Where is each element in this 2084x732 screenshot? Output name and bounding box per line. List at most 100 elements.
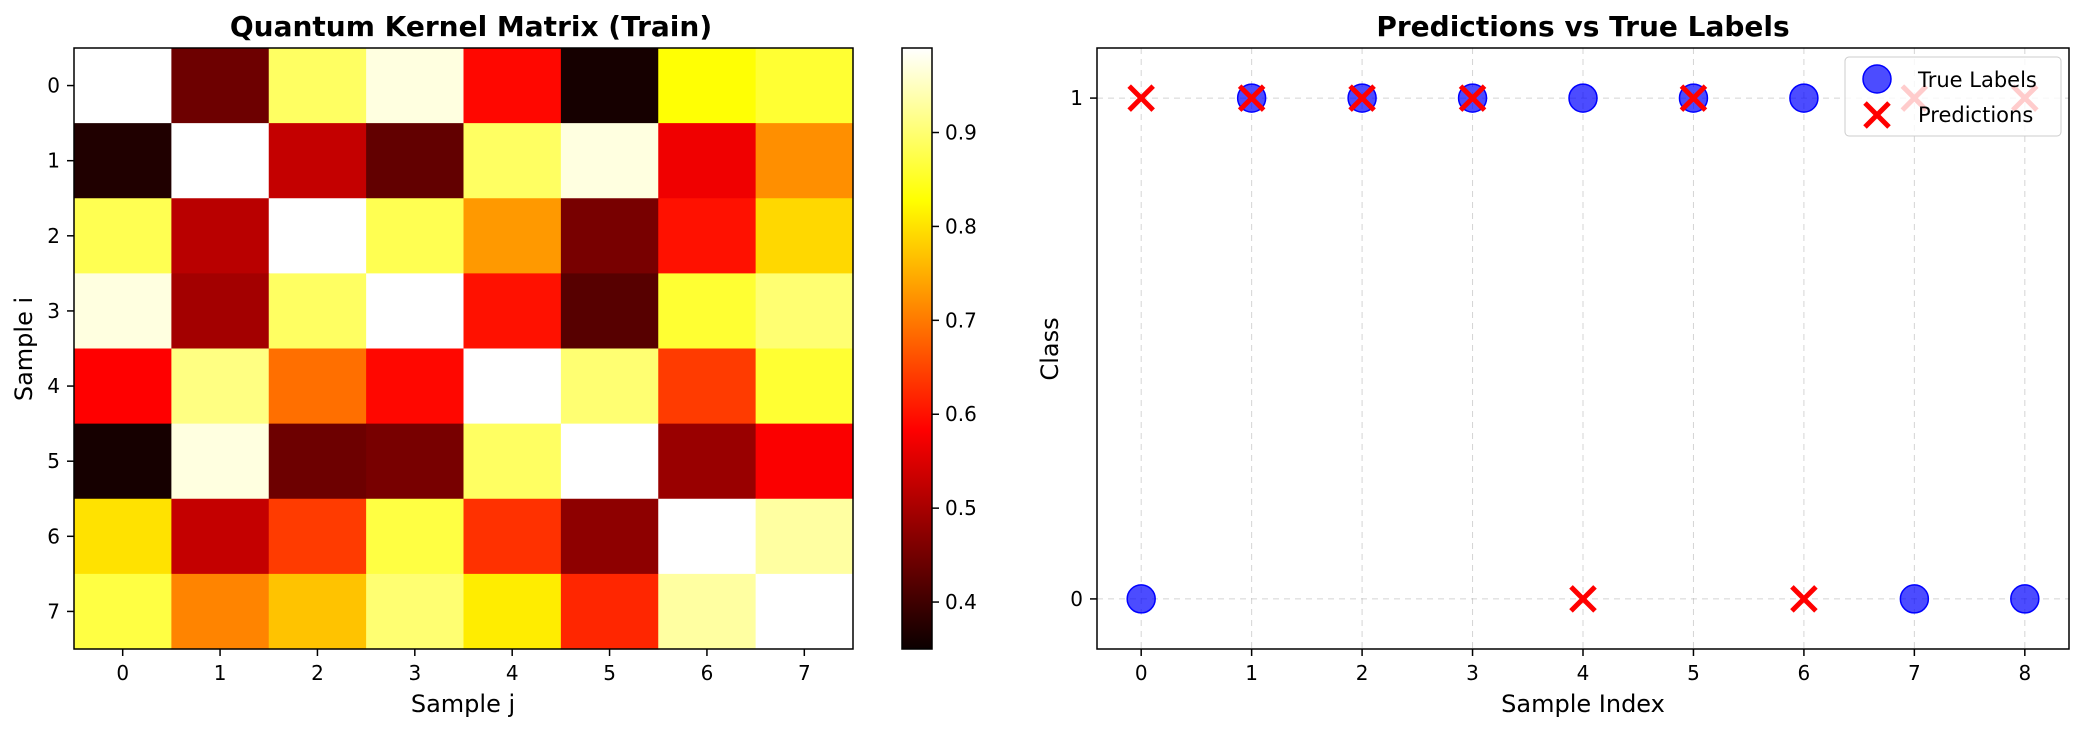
heatmap-cell-3-7: [755, 273, 854, 350]
heatmap-cell-2-1: [171, 198, 270, 274]
true-label-point: [1126, 584, 1156, 614]
heatmap-cell-6-7: [755, 498, 854, 575]
heatmap-cell-5-5: [560, 423, 659, 500]
heatmap-cell-7-7: [755, 573, 854, 650]
heatmap-cell-0-0: [74, 48, 172, 124]
heatmap-x-ticks: 0 1 2 3 4 5 6 7: [116, 649, 811, 685]
heatmap-cell-6-0: [74, 498, 172, 575]
heatmap-y-tick-label: 5: [47, 449, 60, 473]
scatter-legend: True Labels Predictions: [1844, 56, 2062, 137]
heatmap-y-tick-label: 1: [47, 149, 60, 173]
heatmap-cell-4-2: [268, 348, 367, 425]
heatmap-cell-7-6: [658, 573, 757, 650]
heatmap-cell-6-1: [171, 498, 270, 575]
heatmap-cell-7-3: [366, 573, 465, 650]
heatmap-cell-2-6: [658, 198, 757, 274]
colorbar-tick-label: 0.6: [945, 402, 977, 426]
prediction-point: [1127, 84, 1155, 112]
legend-true-label: True Labels: [1917, 68, 2037, 92]
heatmap-cell-5-1: [171, 423, 270, 500]
heatmap-cell-5-2: [268, 423, 367, 500]
scatter-x-tick-label: 1: [1245, 661, 1258, 685]
scatter-x-label: Sample Index: [1501, 690, 1665, 718]
heatmap-cell-0-5: [560, 48, 659, 124]
heatmap-cell-1-3: [366, 123, 465, 199]
colorbar-tick-label: 0.5: [945, 496, 977, 520]
legend-box: [1844, 56, 2062, 137]
heatmap-cell-4-0: [74, 348, 172, 425]
scatter-x-tick-label: 0: [1135, 661, 1148, 685]
heatmap-y-label: Sample i: [10, 297, 38, 401]
heatmap-x-tick-label: 2: [311, 661, 324, 685]
heatmap-cell-0-3: [366, 48, 465, 124]
colorbar-tick-label: 0.9: [945, 121, 977, 145]
heatmap-cell-1-4: [463, 123, 562, 199]
heatmap-y-tick-label: 3: [47, 299, 60, 323]
heatmap-y-tick-label: 7: [47, 599, 60, 623]
heatmap-cell-0-7: [755, 48, 854, 124]
heatmap-cell-0-4: [463, 48, 562, 124]
heatmap-cell-7-4: [463, 573, 562, 650]
legend-prediction-label: Predictions: [1918, 103, 2033, 127]
heatmap-cell-5-6: [658, 423, 757, 500]
heatmap-cell-4-6: [658, 348, 757, 425]
heatmap-cell-5-4: [463, 423, 562, 500]
heatmap-cell-0-2: [268, 48, 367, 124]
heatmap-cell-6-3: [366, 498, 465, 575]
heatmap-x-tick-label: 1: [214, 661, 227, 685]
heatmap-y-tick-label: 2: [47, 224, 60, 248]
heatmap-frame: [73, 47, 854, 650]
legend-true-marker: [1862, 64, 1892, 94]
heatmap-y-tick-label: 6: [47, 524, 60, 548]
heatmap-cell-4-3: [366, 348, 465, 425]
heatmap-cell-4-4: [463, 348, 562, 425]
heatmap-x-tick-label: 5: [603, 661, 616, 685]
heatmap-cell-3-1: [171, 273, 270, 350]
heatmap-y-tick-label: 4: [47, 374, 60, 398]
scatter-y-ticks: 01: [1070, 86, 1097, 611]
heatmap-cell-1-2: [268, 123, 367, 199]
heatmap-cell-4-7: [755, 348, 854, 425]
scatter-x-tick-label: 7: [1908, 661, 1921, 685]
scatter-x-tick-label: 4: [1577, 661, 1590, 685]
heatmap-cell-2-3: [366, 198, 465, 274]
true-label-point: [1899, 584, 1930, 614]
colorbar-tick-label: 0.8: [945, 214, 977, 238]
heatmap-x-tick-label: 7: [798, 661, 811, 685]
scatter-x-tick-label: 3: [1466, 661, 1479, 685]
heatmap-cell-1-6: [658, 123, 757, 199]
heatmap-cell-2-4: [463, 198, 562, 274]
heatmap-y-ticks: 0 1 2 3 4 5 6 7: [47, 74, 74, 623]
heatmap-cell-3-3: [366, 273, 465, 350]
heatmap-cell-3-6: [658, 273, 757, 350]
colorbar-tick-label: 0.7: [945, 308, 977, 332]
heatmap-cell-2-0: [74, 198, 172, 274]
heatmap-title: Quantum Kernel Matrix (Train): [230, 10, 712, 43]
heatmap-cell-6-6: [658, 498, 757, 575]
scatter-x-tick-label: 6: [1798, 661, 1811, 685]
heatmap-cell-6-5: [560, 498, 659, 575]
heatmap-cell-6-4: [463, 498, 562, 575]
scatter-x-tick-label: 2: [1356, 661, 1369, 685]
heatmap-cell-1-7: [755, 123, 854, 199]
scatter-grid: [1097, 48, 2069, 649]
prediction-point: [1569, 585, 1597, 613]
heatmap-cell-1-1: [171, 123, 270, 199]
scatter-x-tick-label: 5: [1687, 661, 1700, 685]
heatmap-cell-5-7: [755, 423, 854, 500]
heatmap-x-label: Sample j: [411, 690, 515, 718]
legend-prediction-marker: [1863, 101, 1891, 129]
heatmap-cell-7-5: [560, 573, 659, 650]
scatter-y-tick-label: 0: [1070, 587, 1083, 611]
heatmap-cell-4-1: [171, 348, 270, 425]
heatmap-cell-2-5: [560, 198, 659, 274]
heatmap-x-tick-label: 3: [408, 661, 421, 685]
heatmap-cell-5-3: [366, 423, 465, 500]
heatmap-y-tick-label: 0: [47, 74, 60, 98]
heatmap-cell-1-5: [560, 123, 659, 199]
prediction-point: [1679, 84, 1708, 112]
colorbar-tick-label: 0.4: [945, 590, 977, 614]
heatmap-cell-3-0: [74, 273, 172, 350]
